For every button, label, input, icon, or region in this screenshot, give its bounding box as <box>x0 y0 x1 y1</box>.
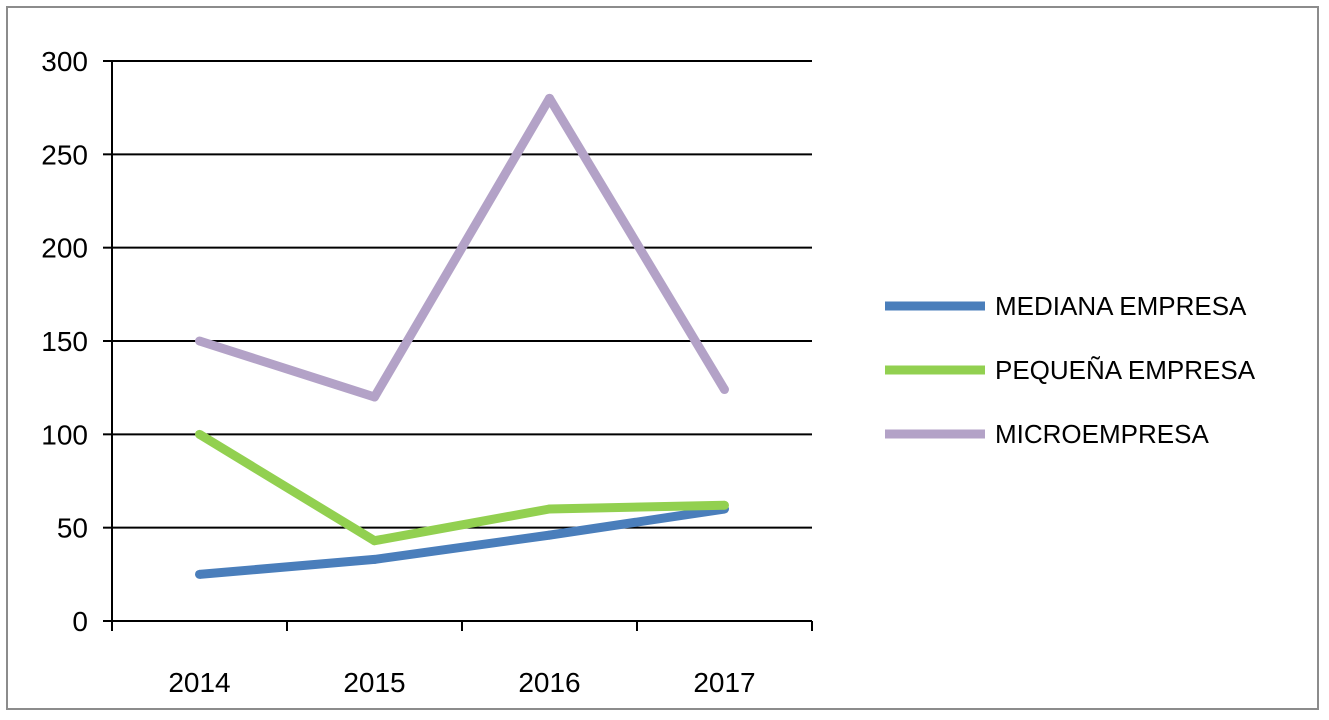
data-point <box>370 536 379 546</box>
data-point <box>195 429 204 439</box>
y-tick-label: 50 <box>57 513 88 544</box>
legend: MEDIANA EMPRESA PEQUEÑA EMPRESA MICROEMPRE… <box>885 291 1256 449</box>
x-tick-label: 2015 <box>343 667 405 698</box>
data-point <box>545 504 554 514</box>
data-point <box>195 569 204 579</box>
series-line-pequeña-empresa <box>197 430 725 546</box>
legend-label: MICROEMPRESA <box>995 419 1209 449</box>
gridlines <box>112 60 812 529</box>
chart-frame <box>6 6 1319 710</box>
y-tick-label: 200 <box>41 233 88 264</box>
x-tick-label: 2016 <box>518 667 580 698</box>
legend-label: PEQUEÑA EMPRESA <box>995 355 1256 385</box>
data-point <box>195 336 204 346</box>
x-tick-label: 2014 <box>168 667 230 698</box>
data-point <box>545 530 554 540</box>
data-point <box>370 554 379 564</box>
y-tick-label: 150 <box>41 326 88 357</box>
series-line-microempresa <box>198 93 729 402</box>
axes: 0 50 100 150 200 250 300 2014 2015 2016 2017 <box>41 46 813 698</box>
data-point <box>720 500 729 510</box>
y-tick-label: 0 <box>72 606 88 637</box>
data-point <box>370 392 379 402</box>
y-tick-label: 300 <box>41 46 88 77</box>
data-point <box>545 93 554 103</box>
series-lines <box>195 93 729 579</box>
data-point <box>720 385 729 395</box>
y-tick-label: 250 <box>41 139 88 170</box>
y-tick-label: 100 <box>41 419 88 450</box>
series-line-mediana-empresa <box>199 504 726 579</box>
legend-label: MEDIANA EMPRESA <box>995 291 1247 321</box>
x-tick-label: 2017 <box>693 667 755 698</box>
